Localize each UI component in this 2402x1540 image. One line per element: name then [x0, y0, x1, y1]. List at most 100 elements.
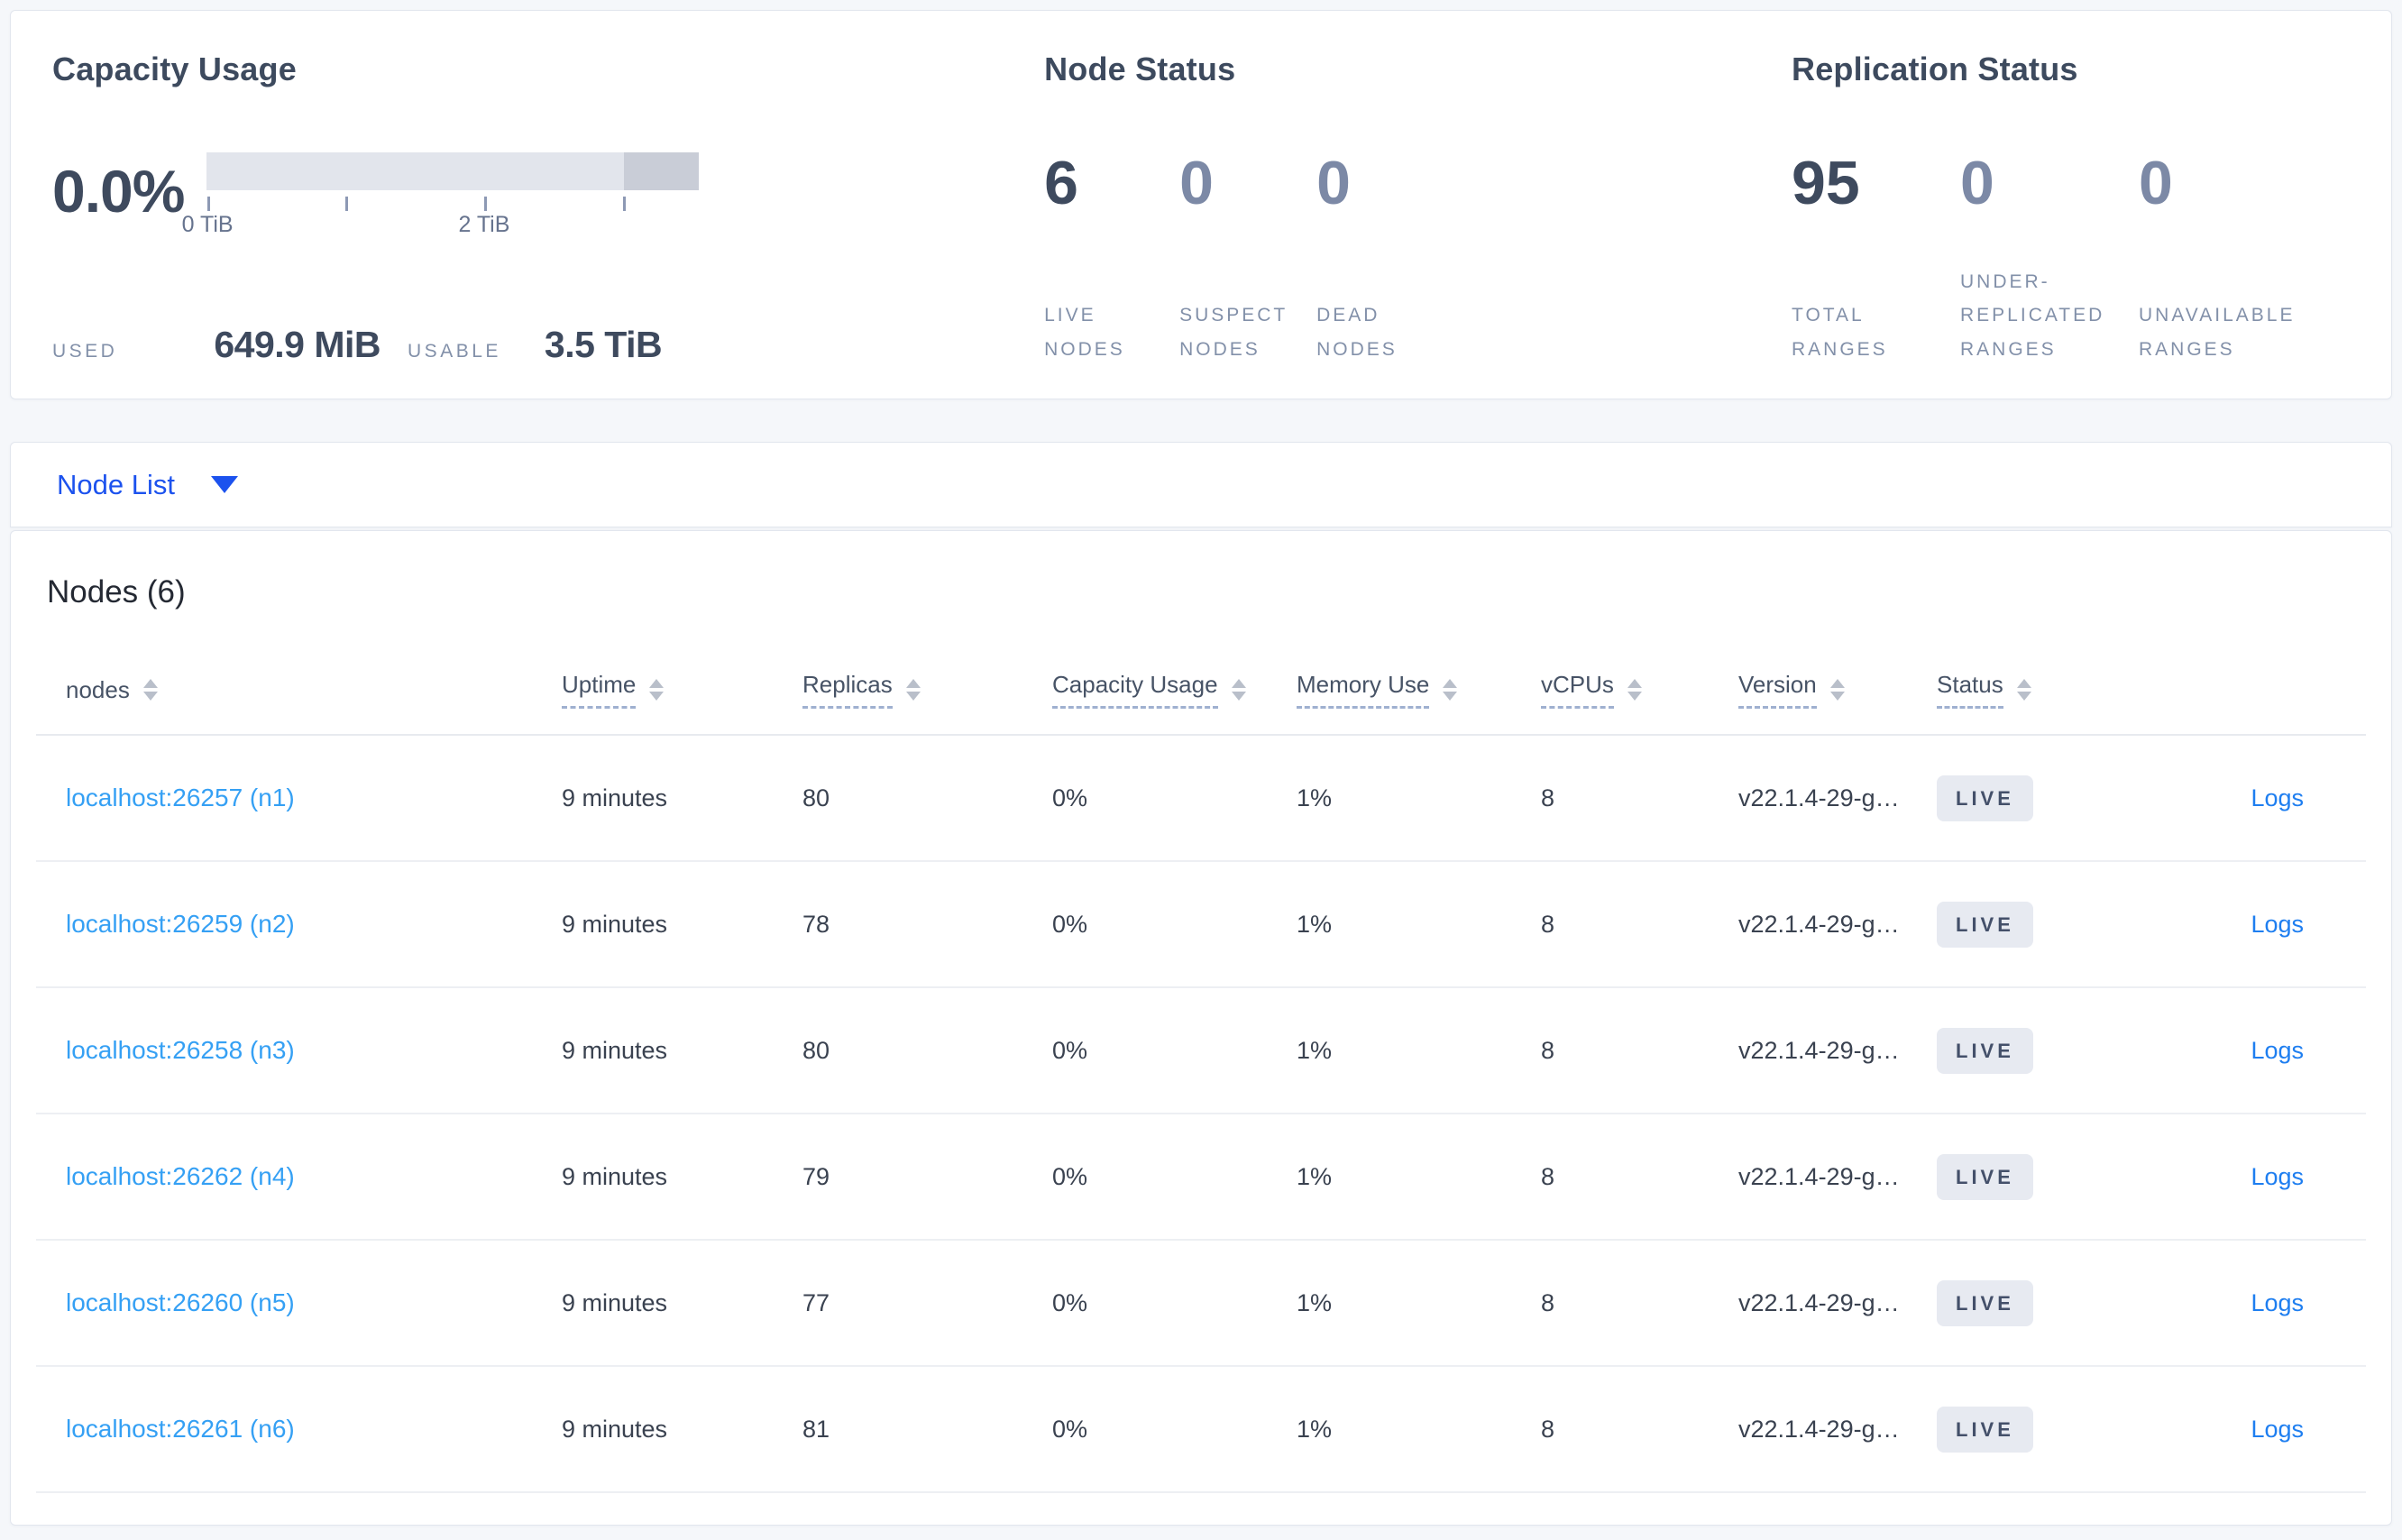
- table-row: localhost:26259 (n2) 9 minutes 78 0% 1% …: [36, 862, 2366, 988]
- replicas-cell: 80: [802, 784, 830, 811]
- vcpus-cell: 8: [1541, 1162, 1555, 1190]
- uptime-cell: 9 minutes: [562, 910, 668, 938]
- capacity-chart: 0.0% 0 TiB 2 TiB: [52, 152, 1044, 241]
- cluster-summary-card: Capacity Usage 0.0% 0 TiB 2 TiB: [10, 10, 2392, 399]
- node-list-dropdown[interactable]: Node List: [57, 469, 238, 501]
- version-cell: v22.1.4-29-g…: [1738, 1288, 1900, 1316]
- node-status-section: Node Status 6 LIVE NODES 0 SUSPECT NODES…: [1044, 50, 1792, 366]
- capacity-bar: [206, 152, 699, 191]
- node-address-link[interactable]: localhost:26259 (n2): [66, 910, 295, 938]
- column-header-replicas[interactable]: Replicas: [802, 671, 1052, 709]
- table-row: localhost:26262 (n4) 9 minutes 79 0% 1% …: [36, 1114, 2366, 1241]
- capacity-usage-title: Capacity Usage: [52, 50, 297, 87]
- dead-nodes-label: DEAD NODES: [1316, 305, 1398, 360]
- column-header-version[interactable]: Version: [1738, 671, 1937, 709]
- axis-tick: [483, 197, 487, 212]
- replication-status-section: Replication Status 95 TOTAL RANGES 0 UND…: [1792, 50, 2346, 366]
- live-nodes-label: LIVE NODES: [1044, 305, 1125, 360]
- node-address-link[interactable]: localhost:26262 (n4): [66, 1162, 295, 1190]
- memory-use-cell: 1%: [1297, 784, 1333, 811]
- capacity-bar-reserved-segment: [624, 152, 699, 191]
- status-badge: LIVE: [1937, 1153, 2033, 1200]
- axis-label-0: 0 TiB: [181, 212, 234, 238]
- node-status-title: Node Status: [1044, 50, 1236, 87]
- memory-use-cell: 1%: [1297, 1036, 1333, 1064]
- dead-nodes-value: 0: [1316, 149, 1351, 218]
- version-cell: v22.1.4-29-g…: [1738, 1415, 1900, 1443]
- logs-link[interactable]: Logs: [2251, 1036, 2304, 1064]
- sort-icon: [1627, 679, 1642, 701]
- used-value: 649.9 MiB: [214, 324, 381, 365]
- uptime-cell: 9 minutes: [562, 1162, 668, 1190]
- node-address-link[interactable]: localhost:26260 (n5): [66, 1288, 295, 1316]
- usable-value: 3.5 TiB: [544, 324, 663, 365]
- status-badge: LIVE: [1937, 1279, 2033, 1326]
- axis-label-2: 2 TiB: [458, 212, 510, 238]
- memory-use-cell: 1%: [1297, 910, 1333, 938]
- logs-link[interactable]: Logs: [2251, 1288, 2304, 1316]
- capacity-usage-cell: 0%: [1052, 910, 1088, 938]
- unavailable-ranges-label: UNAVAILABLE RANGES: [2139, 305, 2296, 360]
- capacity-percent: 0.0%: [52, 158, 185, 225]
- capacity-usage-cell: 0%: [1052, 1036, 1088, 1064]
- table-row: localhost:26258 (n3) 9 minutes 80 0% 1% …: [36, 988, 2366, 1114]
- replication-status-stats: 95 TOTAL RANGES 0 UNDER-REPLICATED RANGE…: [1792, 145, 2346, 366]
- axis-tick: [207, 197, 211, 212]
- replicas-cell: 81: [802, 1415, 830, 1443]
- vcpus-cell: 8: [1541, 1288, 1555, 1316]
- live-nodes-value: 6: [1044, 149, 1078, 218]
- vcpus-cell: 8: [1541, 784, 1555, 811]
- nodes-table-card: Nodes (6) nodes Uptime Replicas Capacity…: [10, 530, 2392, 1526]
- table-row: localhost:26261 (n6) 9 minutes 81 0% 1% …: [36, 1367, 2366, 1493]
- logs-link[interactable]: Logs: [2251, 1162, 2304, 1190]
- column-header-nodes[interactable]: nodes: [66, 676, 562, 704]
- capacity-usage-cell: 0%: [1052, 784, 1088, 811]
- status-badge: LIVE: [1937, 1406, 2033, 1453]
- version-cell: v22.1.4-29-g…: [1738, 1162, 1900, 1190]
- view-selector-bar: Node List: [10, 442, 2392, 527]
- column-header-vcpus[interactable]: vCPUs: [1541, 671, 1738, 709]
- logs-link[interactable]: Logs: [2251, 910, 2304, 938]
- capacity-axis-labels: 0 TiB 2 TiB: [182, 212, 699, 241]
- logs-link[interactable]: Logs: [2251, 1415, 2304, 1443]
- status-badge: LIVE: [1937, 1027, 2033, 1074]
- live-nodes-stat: 6 LIVE NODES: [1044, 145, 1179, 366]
- column-header-capacity-usage[interactable]: Capacity Usage: [1052, 671, 1297, 709]
- sort-icon: [1231, 679, 1246, 701]
- unavailable-ranges-value: 0: [2139, 149, 2173, 218]
- logs-link[interactable]: Logs: [2251, 784, 2304, 811]
- node-address-link[interactable]: localhost:26261 (n6): [66, 1415, 295, 1443]
- nodes-table-title: Nodes (6): [47, 574, 186, 610]
- sort-icon: [1829, 679, 1845, 701]
- column-header-status[interactable]: Status: [1937, 671, 2171, 709]
- node-address-link[interactable]: localhost:26257 (n1): [66, 784, 295, 811]
- column-header-uptime[interactable]: Uptime: [562, 671, 802, 709]
- unavailable-ranges-stat: 0 UNAVAILABLE RANGES: [2139, 145, 2346, 366]
- replication-status-title: Replication Status: [1792, 50, 2078, 87]
- capacity-axis-ticks: [206, 190, 699, 212]
- replicas-cell: 80: [802, 1036, 830, 1064]
- replicas-cell: 79: [802, 1162, 830, 1190]
- column-header-memory-use[interactable]: Memory Use: [1297, 671, 1541, 709]
- sort-icon: [1443, 679, 1458, 701]
- usable-label: USABLE: [408, 341, 501, 362]
- memory-use-cell: 1%: [1297, 1162, 1333, 1190]
- status-badge: LIVE: [1937, 775, 2033, 821]
- node-address-link[interactable]: localhost:26258 (n3): [66, 1036, 295, 1064]
- axis-tick: [622, 197, 626, 212]
- vcpus-cell: 8: [1541, 1036, 1555, 1064]
- uptime-cell: 9 minutes: [562, 1036, 668, 1064]
- capacity-usage-section: Capacity Usage 0.0% 0 TiB 2 TiB: [52, 50, 1044, 366]
- version-cell: v22.1.4-29-g…: [1738, 1036, 1900, 1064]
- total-ranges-value: 95: [1792, 149, 1860, 218]
- vcpus-cell: 8: [1541, 1415, 1555, 1443]
- memory-use-cell: 1%: [1297, 1415, 1333, 1443]
- capacity-usage-cell: 0%: [1052, 1415, 1088, 1443]
- suspect-nodes-stat: 0 SUSPECT NODES: [1179, 145, 1316, 366]
- table-row: localhost:26257 (n1) 9 minutes 80 0% 1% …: [36, 736, 2366, 862]
- sort-icon: [905, 679, 921, 701]
- sort-icon: [2016, 679, 2031, 701]
- sort-icon: [142, 679, 158, 701]
- uptime-cell: 9 minutes: [562, 1415, 668, 1443]
